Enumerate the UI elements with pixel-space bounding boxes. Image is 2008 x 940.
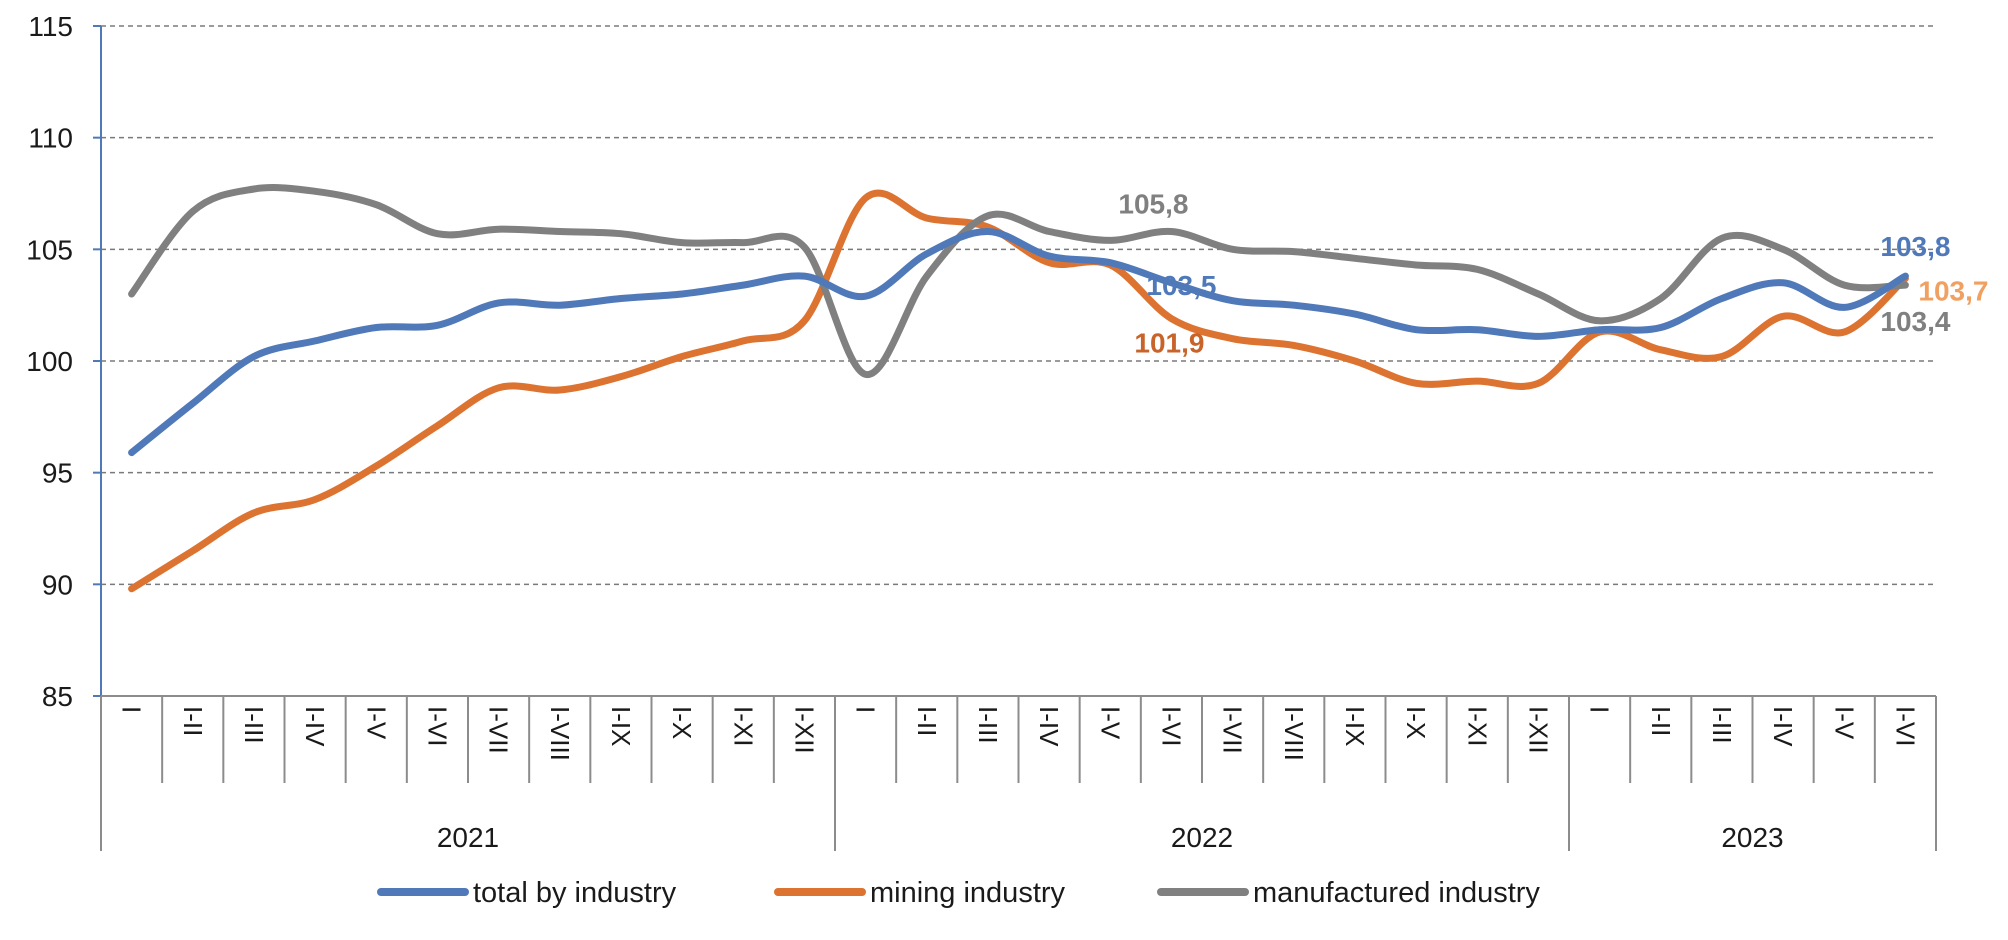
x-tick-label: I	[117, 706, 147, 713]
x-tick-label: I-V	[1095, 706, 1125, 740]
y-tick-label: 115	[28, 11, 73, 42]
y-tick-label: 100	[26, 346, 73, 377]
x-tick-label: I-VI	[1890, 706, 1920, 746]
legend-label: manufactured industry	[1253, 877, 1540, 909]
x-tick-label: I-VI	[422, 706, 452, 746]
data-label: 103,4	[1880, 306, 1950, 337]
x-tick-label: I-IV	[300, 706, 330, 747]
x-tick-label: I-XI	[728, 706, 758, 746]
grid-lines	[101, 25, 1936, 586]
data-label: 103,8	[1880, 231, 1950, 262]
x-tick-label: I-XI	[1462, 706, 1492, 746]
legend-label: total by industry	[473, 877, 677, 909]
legend: total by industry mining industry manufact…	[377, 877, 1540, 909]
x-tick-label: I-IX	[606, 706, 636, 746]
x-tick-label: I-III	[973, 706, 1003, 744]
y-tick-label: 90	[42, 569, 73, 600]
y-tick-label: 105	[26, 234, 73, 265]
year-label: 2022	[1171, 822, 1233, 853]
x-tick-label: I-IV	[1034, 706, 1064, 747]
x-tick-label: I-VII	[1218, 706, 1248, 754]
x-tick-label: I-V	[361, 706, 391, 740]
mining-industry-line	[128, 189, 1909, 593]
x-tick-label: I-III	[239, 706, 269, 744]
y-tick-label: 85	[42, 681, 73, 712]
data-label: 101,9	[1134, 328, 1204, 359]
x-tick-label: I-IX	[1340, 706, 1370, 746]
year-label: 2021	[437, 822, 499, 853]
data-label: 103,7	[1918, 275, 1988, 306]
series-lines	[128, 184, 1909, 593]
total-by-industry-line	[128, 227, 1909, 457]
y-tick-label: 95	[42, 458, 73, 489]
x-tick-label: I-II	[912, 706, 942, 736]
data-labels: 103,5 103,8 101,9 103,7 105,8 103,4	[1118, 188, 1988, 358]
x-tick-label: I-VIII	[545, 706, 575, 761]
x-tick-label: I-V	[1829, 706, 1859, 740]
legend-label: mining industry	[870, 877, 1066, 909]
x-tick-label: I-VIII	[1279, 706, 1309, 761]
x-tick-label: I-XII	[1523, 706, 1553, 754]
x-tick-label: I-XII	[789, 706, 819, 754]
year-label: 2023	[1721, 822, 1783, 853]
x-tick-label: I	[851, 706, 881, 713]
x-tick-label: I-II	[178, 706, 208, 736]
x-tick-label: I-X	[667, 706, 697, 739]
x-tick-label: I-VII	[484, 706, 514, 754]
manufactured-industry-line	[128, 184, 1909, 378]
data-label: 103,5	[1146, 270, 1216, 301]
x-tick-label: I	[1585, 706, 1615, 713]
x-tick-label: I-III	[1707, 706, 1737, 744]
data-label: 105,8	[1118, 188, 1188, 219]
x-tick-label: I-X	[1401, 706, 1431, 739]
y-tick-label: 110	[28, 123, 73, 154]
x-tick-label: I-IV	[1768, 706, 1798, 747]
x-tick-label: I-VI	[1156, 706, 1186, 746]
x-tick-label: I-II	[1646, 706, 1676, 736]
